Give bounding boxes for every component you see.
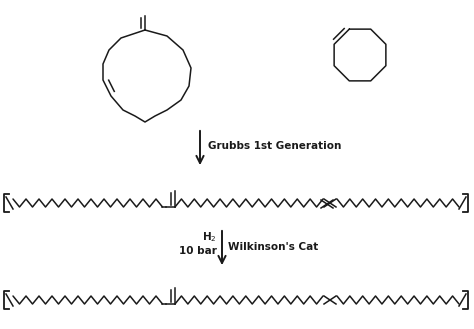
Text: H$_2$: H$_2$ xyxy=(202,230,217,244)
Text: Grubbs 1st Generation: Grubbs 1st Generation xyxy=(208,141,341,151)
Text: 10 bar: 10 bar xyxy=(179,246,217,256)
Text: Wilkinson's Cat: Wilkinson's Cat xyxy=(228,242,318,252)
